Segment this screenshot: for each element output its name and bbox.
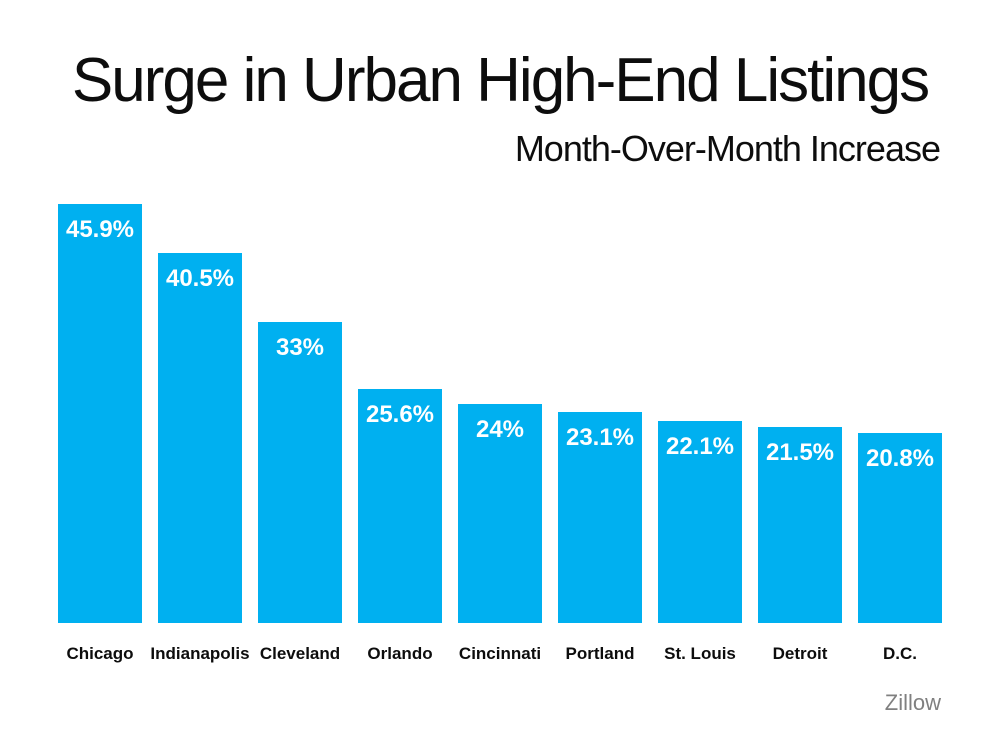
bar: 40.5% [158,253,242,623]
bar-column: 24% Cincinnati [458,204,542,663]
bar-category-label: Detroit [772,644,828,663]
bar-value-label: 23.1% [565,424,635,451]
bar-value-label: 40.5% [165,265,235,292]
bar-column: 33% Cleveland [258,204,342,663]
plot-area: 45.9% Chicago 40.5% Indianapolis 33% Clevelan… [58,204,942,663]
bar: 21.5% [758,427,842,623]
bar-column: 40.5% Indianapolis [150,204,250,663]
bar-value-label: 25.6% [365,401,435,428]
bar-value-label: 21.5% [765,439,835,466]
bar-category-label: Orlando [367,644,433,663]
bar: 22.1% [658,421,742,623]
chart-title: Surge in Urban High-End Listings [71,46,930,115]
bar-value-label: 45.9% [65,216,135,243]
bar: 24% [458,404,542,623]
bar-category-label: St. Louis [664,644,736,663]
bar-category-label: Chicago [66,644,134,663]
bar-column: 21.5% Detroit [758,204,842,663]
bar-category-label: Cincinnati [458,644,542,663]
bar-column: 20.8% D.C. [858,204,942,663]
bar-column: 23.1% Portland [558,204,642,663]
bar: 45.9% [58,204,142,623]
bar-category-label: Indianapolis [150,644,250,663]
bar: 33% [258,322,342,623]
bar-column: 22.1% St. Louis [658,204,742,663]
bar-chart: 45.9% Chicago 40.5% Indianapolis 33% Clevelan… [58,204,942,663]
bar-category-label: Portland [565,644,635,663]
source-credit: Zillow [884,690,941,715]
bar: 25.6% [358,389,442,623]
bar-value-label: 20.8% [865,445,935,472]
bar: 23.1% [558,412,642,623]
bar-value-label: 24% [475,416,525,443]
chart-subtitle: Month-Over-Month Increase [514,128,941,169]
bar-category-label: D.C. [883,644,917,663]
bar: 20.8% [858,433,942,623]
bar-column: 45.9% Chicago [58,204,142,663]
bar-value-label: 22.1% [665,433,735,460]
bar-category-label: Cleveland [259,644,341,663]
bar-value-label: 33% [275,334,325,361]
bar-column: 25.6% Orlando [358,204,442,663]
